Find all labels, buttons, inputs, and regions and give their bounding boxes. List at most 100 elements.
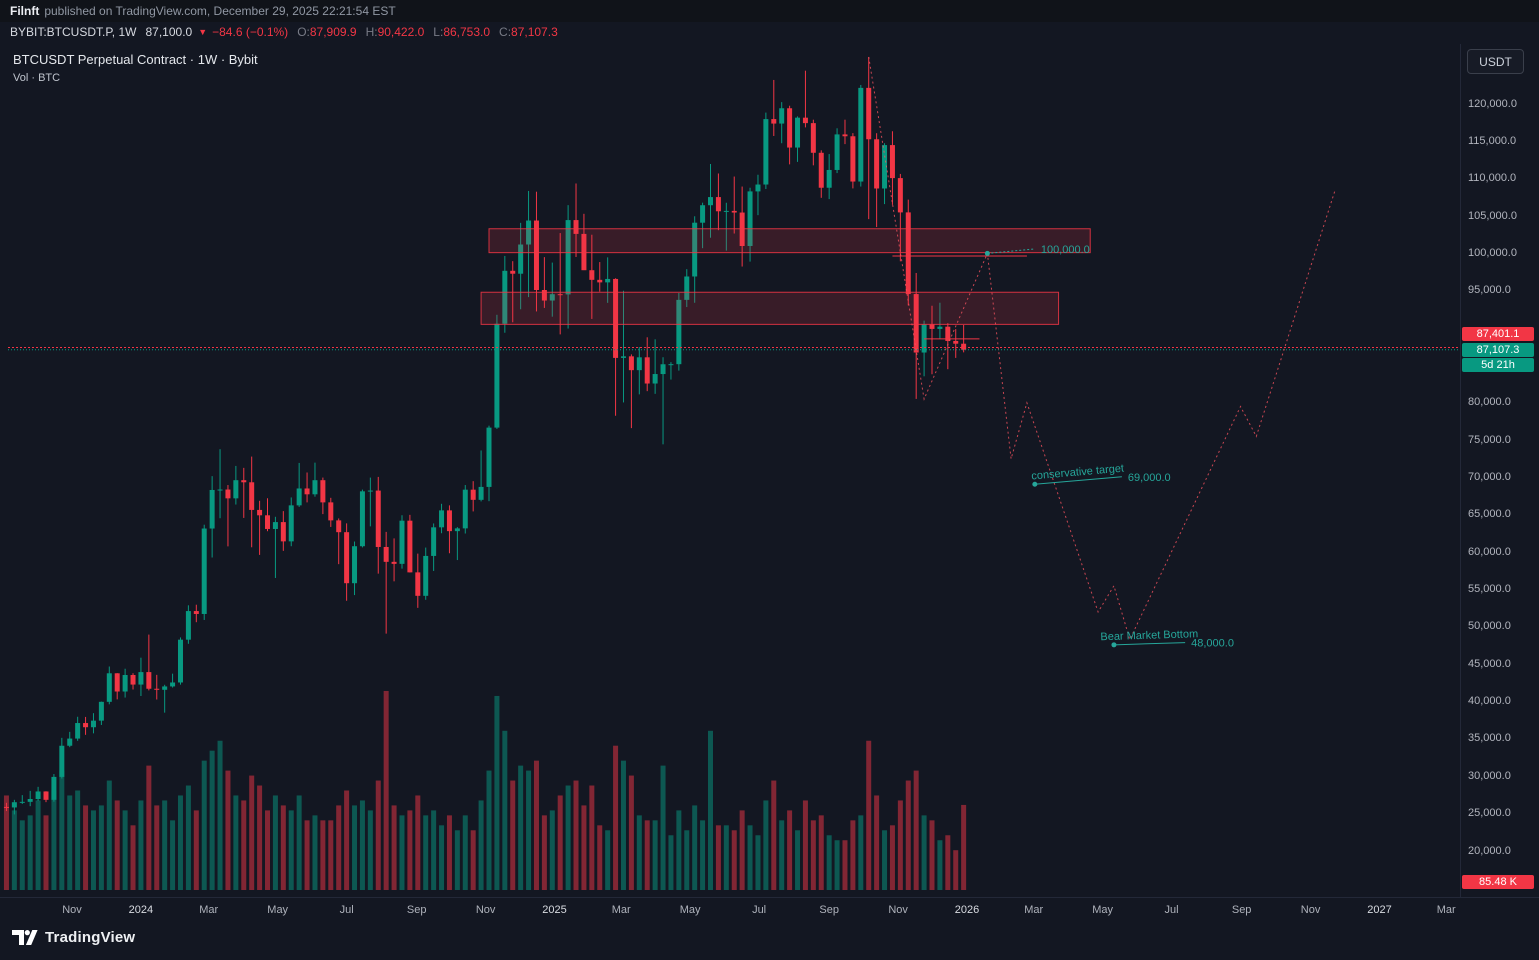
volume-bar (747, 825, 753, 890)
candle (842, 134, 848, 137)
candle (352, 546, 358, 584)
supply-zone[interactable] (480, 291, 1060, 325)
volume-bar (905, 780, 911, 890)
volume-bar (391, 805, 397, 890)
candle (98, 701, 104, 721)
chart-title: BTCUSDT Perpetual Contract · 1W · Bybit (13, 52, 258, 67)
volume-bar (446, 815, 452, 890)
volume-bar (75, 790, 81, 890)
conservative-target-text: conservative target (1031, 463, 1125, 483)
volume-bar (3, 795, 9, 890)
bear-market-bottom-marker[interactable] (1111, 642, 1117, 648)
candle (763, 119, 769, 185)
candle (636, 357, 642, 371)
volume-layer (3, 690, 967, 890)
candle (51, 776, 57, 800)
volume-bar (834, 840, 840, 890)
candle (446, 510, 452, 532)
volume-bar (842, 840, 848, 890)
volume-bar (810, 820, 816, 890)
tradingview-logo[interactable]: TradingView (12, 929, 135, 946)
volume-bar (700, 820, 706, 890)
volume-bar (106, 780, 112, 890)
target-100k-marker[interactable] (984, 250, 990, 256)
volume-bar (407, 810, 413, 890)
volume-bar (763, 800, 769, 890)
supply-zone[interactable] (488, 228, 1091, 254)
candle (541, 290, 547, 301)
time-tick-label: Nov (475, 904, 496, 916)
volume-bar (660, 765, 666, 890)
volume-bar (676, 810, 682, 890)
volume-bar (589, 785, 595, 890)
volume-bar (882, 830, 888, 890)
candle (684, 276, 690, 300)
symbol-name: BYBIT:BTCUSDT.P, 1W (10, 25, 137, 39)
candle (597, 279, 603, 283)
time-tick-label: Sep (819, 904, 839, 916)
ohlc-high: H:90,422.0 (365, 25, 425, 39)
volume-bar (533, 760, 539, 890)
time-tick-label: Sep (406, 904, 427, 916)
candle (296, 488, 302, 506)
volume-bar (423, 815, 429, 890)
candle (518, 244, 524, 274)
volume-bar (929, 820, 935, 890)
candle (304, 488, 310, 495)
candle (383, 546, 389, 562)
candle (217, 489, 223, 491)
candle (90, 720, 96, 728)
candle (945, 326, 951, 341)
conservative-target-marker[interactable] (1032, 481, 1038, 487)
candle (399, 520, 405, 564)
volume-bar (439, 825, 445, 890)
time-axis[interactable]: Nov 2024 Mar May Jul Sep Nov 2025 Mar May Jul Sep No… (0, 897, 1539, 924)
candle (391, 561, 397, 564)
down-arrow-icon: ▼ (198, 27, 208, 37)
volume-legend: Vol · BTC (13, 72, 61, 84)
zones-layer (480, 228, 1091, 325)
projection-path[interactable] (868, 56, 1336, 641)
volume-bar (802, 800, 808, 890)
price-tick-label: 110,000.0 (1468, 172, 1517, 185)
candle (668, 364, 674, 366)
currency-toggle-button[interactable]: USDT (1467, 49, 1524, 74)
volume-bar (953, 850, 959, 890)
price-axis[interactable]: 120,000.0 115,000.0 110,000.0 105,000.0 100,… (1460, 0, 1539, 960)
volume-bar (684, 830, 690, 890)
volume-bar (138, 800, 144, 890)
candle (233, 480, 239, 499)
candle (652, 374, 658, 384)
candle (336, 520, 342, 533)
volume-bar (549, 810, 555, 890)
volume-bar (11, 810, 17, 890)
volume-bar (265, 810, 271, 890)
volume-bar (217, 740, 223, 890)
volume-bar (59, 770, 65, 890)
candle (43, 791, 49, 800)
volume-bar (177, 795, 183, 890)
projection-layer (868, 56, 1336, 641)
candle (905, 212, 911, 295)
volume-bar (146, 765, 152, 890)
candle (328, 502, 334, 521)
time-tick-label: 2026 (954, 904, 980, 916)
candle (620, 356, 626, 358)
candle (478, 486, 484, 500)
price-tick-label: 115,000.0 (1468, 134, 1517, 147)
candle (193, 611, 199, 614)
volume-bar (866, 740, 872, 890)
conservative-target-line[interactable] (1034, 476, 1122, 485)
volume-bar (739, 810, 745, 890)
candle (755, 184, 761, 192)
volume-bar (937, 840, 943, 890)
candle (375, 490, 381, 547)
volume-bar (478, 800, 484, 890)
volume-bar (209, 750, 215, 890)
volume-bar (67, 795, 73, 890)
volume-bar (367, 810, 373, 890)
bear-market-bottom-line[interactable] (1113, 642, 1186, 646)
volume-bar (399, 815, 405, 890)
candle (818, 152, 824, 188)
